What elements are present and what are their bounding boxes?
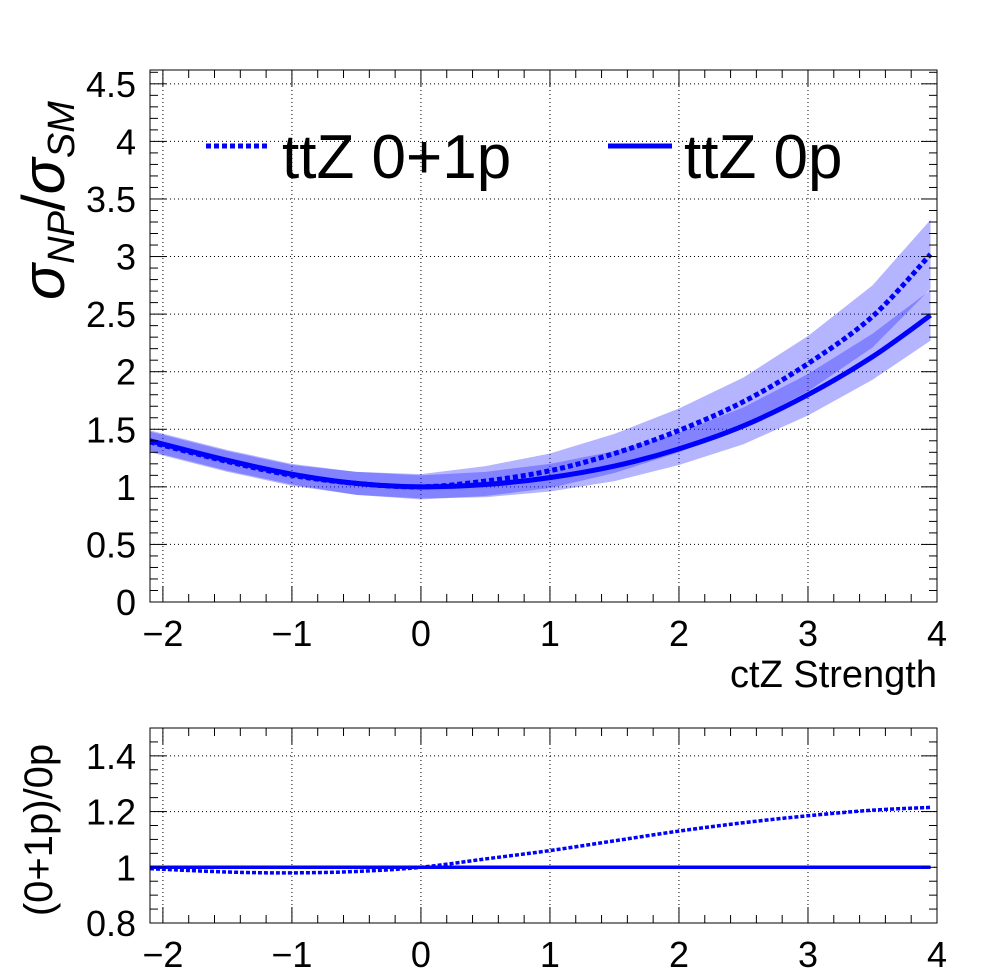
top-y-tick-label: 4 [116,121,136,162]
bottom-plot-frame [149,727,938,924]
top-y-tick-label: 1.5 [86,409,136,450]
bot-x-tick-label: 0 [411,934,431,972]
bot-y-tick-label: 1.4 [86,736,136,777]
top-y-tick-label: 3 [116,237,136,278]
top-y-tick-label: 2 [116,352,136,393]
legend: ttZ 0+1p ttZ 0p [206,123,843,192]
top-x-tick-label: 2 [669,613,689,654]
bot-x-tick-label: 3 [798,934,818,972]
top-x-tick-label: −2 [142,613,183,654]
top-y-tick-label: 4.5 [86,64,136,105]
top-series-line-solid [149,313,933,490]
bot-x-tick-label: 4 [927,934,947,972]
bottom-tick-labels: −2 −1 0 1 2 3 4 0.8 1 1.2 1.4 [86,736,947,972]
top-x-tick-label: 3 [798,613,818,654]
top-x-axis-title: ctZ Strength [730,654,937,696]
top-band-0 [150,219,931,500]
bot-y-tick-label: 1.2 [86,792,136,833]
bottom-series-lines [149,805,931,875]
bot-x-tick-label: −1 [271,934,312,972]
top-x-tick-label: 1 [540,613,560,654]
legend-label-ttz-0-1p: ttZ 0+1p [282,123,511,192]
top-y-tick-label: 0 [116,582,136,623]
legend-label-ttz-0p: ttZ 0p [684,123,843,192]
top-y-tick-label: 3.5 [86,179,136,220]
bot-x-tick-label: 2 [669,934,689,972]
bottom-axis-ticks [150,727,938,924]
bot-x-tick-label: 1 [540,934,560,972]
top-plot-frame [149,69,938,603]
bot-y-tick-label: 1 [116,847,136,888]
bottom-grid [150,728,938,924]
top-axis-ticks [150,70,938,603]
bot-x-tick-label: −2 [142,934,183,972]
top-y-tick-label: 1 [116,467,136,508]
bot-y-tick-label: 0.8 [86,903,136,944]
top-y-axis-title: σNP/σSM [10,101,83,300]
ratio-to-sm-panel: −2 −1 0 1 2 3 4 0 0.5 1 1.5 2 2.5 3 3.5 4 4.5 σNP/σSM ct… [10,64,947,696]
top-x-tick-label: 0 [411,613,431,654]
top-tick-labels: −2 −1 0 1 2 3 4 0 0.5 1 1.5 2 2.5 3 3.5 4 4.5 [86,64,947,654]
top-uncertainty-bands [150,219,931,500]
top-y-tick-label: 2.5 [86,294,136,335]
ratio-panel: −2 −1 0 1 2 3 4 0.8 1 1.2 1.4 (0+1p)/0p [17,727,947,972]
bottom-y-axis-title: (0+1p)/0p [17,744,61,916]
top-y-tick-label: 0.5 [86,524,136,565]
top-x-tick-label: 4 [927,613,947,654]
top-band-1 [150,289,931,499]
top-x-tick-label: −1 [271,613,312,654]
bot-series-line-dashed [149,805,931,875]
top-series-lines [149,252,933,490]
